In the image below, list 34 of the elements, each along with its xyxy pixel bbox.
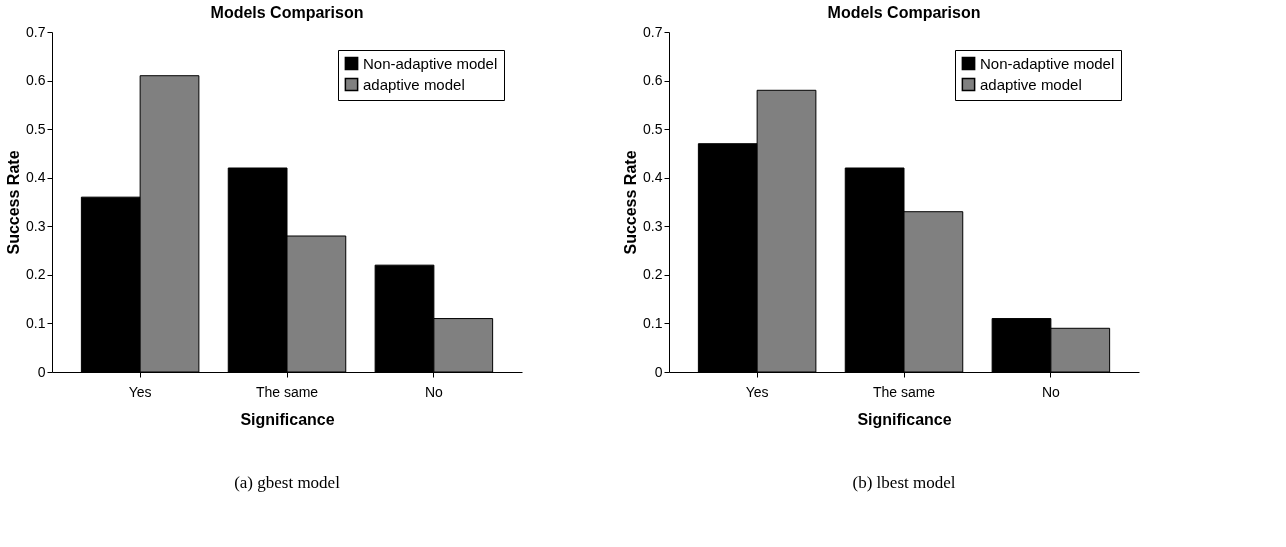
y-tick-label: 0.1: [26, 314, 46, 331]
y-tick-label: 0.7: [643, 23, 663, 40]
y-axis-title: Success Rate: [622, 150, 640, 255]
x-axis-title: Significance: [240, 410, 335, 428]
x-tick-label: No: [1041, 383, 1061, 400]
legend-label: adaptive model: [363, 75, 465, 93]
y-tick-label: 0.4: [26, 169, 46, 186]
legend-label: Non-adaptive model: [363, 54, 498, 72]
y-tick-label: 0.6: [643, 72, 663, 89]
y-tick-label: 0: [37, 363, 46, 380]
y-tick-label: 0.2: [643, 266, 663, 283]
y-tick-label: 0.6: [26, 72, 46, 89]
text: (b) lbest model: [852, 473, 956, 492]
y-axis-title: Success Rate: [5, 150, 23, 255]
y-tick-label: 0.5: [643, 120, 663, 137]
y-tick-label: 0.3: [643, 217, 663, 234]
x-tick-label: Yes: [745, 383, 769, 400]
y-tick-label: 0.5: [26, 120, 46, 137]
text: (a) gbest model: [234, 473, 341, 492]
y-tick-label: 0.7: [26, 23, 46, 40]
chart-title: Models Comparison: [827, 4, 981, 21]
x-tick-label: The same: [872, 383, 936, 400]
y-tick-label: 0.4: [643, 169, 663, 186]
y-tick-label: 0.1: [643, 314, 663, 331]
x-tick-label: Yes: [128, 383, 152, 400]
legend-label: adaptive model: [980, 75, 1082, 93]
x-axis-title: Significance: [857, 410, 952, 428]
y-tick-label: 0.2: [26, 266, 46, 283]
chart-title: Models Comparison: [210, 4, 364, 21]
y-tick-label: 0.3: [26, 217, 46, 234]
x-tick-label: No: [424, 383, 444, 400]
x-tick-label: The same: [255, 383, 319, 400]
legend-label: Non-adaptive model: [980, 54, 1115, 72]
y-tick-label: 0: [654, 363, 663, 380]
